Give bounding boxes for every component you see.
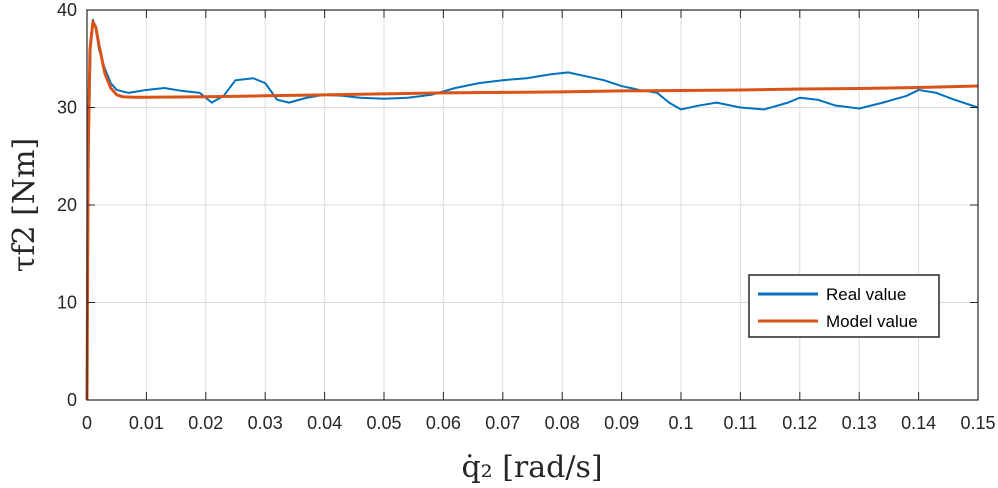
y-axis-label: τf2 [Nm] — [7, 138, 42, 272]
x-axis-label: q̇₂ [rad/s] — [461, 450, 602, 485]
x-tick-label: 0.08 — [545, 413, 580, 433]
series-layer — [85, 18, 979, 401]
legend: Real value Model value — [748, 274, 940, 338]
x-tick-label: 0.13 — [842, 413, 877, 433]
x-tick-label: 0.11 — [724, 413, 758, 433]
x-tick-label: 0.1 — [668, 413, 693, 433]
legend-label-model: Model value — [826, 312, 918, 331]
x-tick-label: 0.04 — [307, 413, 342, 433]
x-tick-label: 0.01 — [129, 413, 164, 433]
axes — [86, 9, 979, 401]
y-tick-labels: 0 10 20 30 40 — [57, 0, 77, 410]
y-tick-label: 0 — [67, 390, 77, 410]
x-tick-label: 0.02 — [188, 413, 223, 433]
x-tick-label: 0.12 — [782, 413, 817, 433]
legend-box — [748, 274, 940, 338]
x-tick-label: 0.06 — [426, 413, 461, 433]
x-tick-label: 0.14 — [901, 413, 936, 433]
series-line-model-value — [85, 20, 979, 401]
x-tick-label: 0 — [82, 413, 92, 433]
y-tick-label: 20 — [57, 195, 77, 215]
x-tick-label: 0.05 — [366, 413, 401, 433]
y-tick-label: 10 — [57, 293, 77, 313]
x-tick-label: 0.03 — [248, 413, 283, 433]
legend-label-real: Real value — [826, 285, 906, 304]
x-tick-label: 0.15 — [960, 413, 995, 433]
y-tick-label: 30 — [57, 98, 77, 118]
x-tick-label: 0.07 — [485, 413, 520, 433]
x-tick-label: 0.09 — [604, 413, 639, 433]
y-tick-label: 40 — [57, 0, 77, 20]
x-tick-labels: 0 0.01 0.02 0.03 0.04 0.05 0.06 0.07 0.08 0.09 0.1… — [82, 413, 996, 433]
grid — [86, 9, 979, 401]
